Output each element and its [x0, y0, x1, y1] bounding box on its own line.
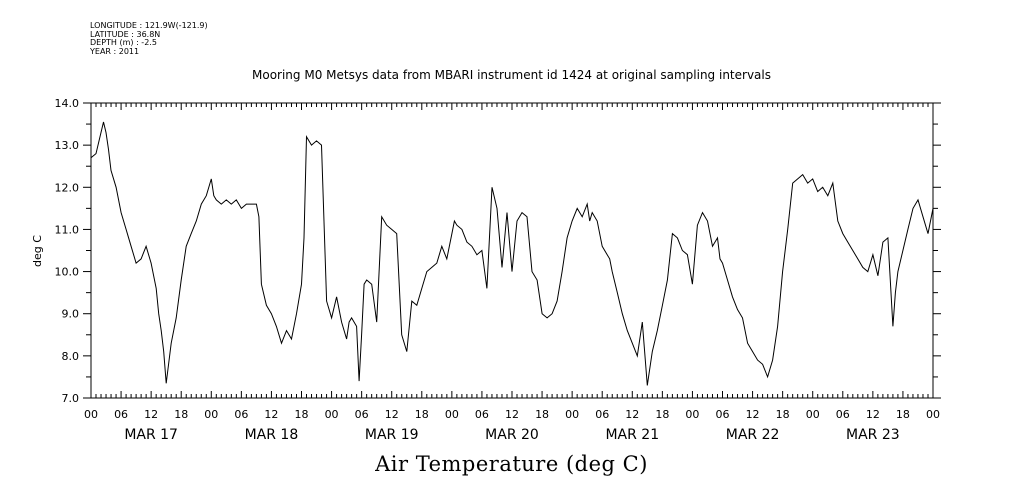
x-tick-label: 18 [174, 408, 188, 421]
y-tick-label: 13.0 [55, 139, 80, 152]
x-tick-label: 12 [264, 408, 278, 421]
latitude-text: LATITUDE : 36.8N [90, 29, 161, 39]
x-tick-label: 18 [776, 408, 790, 421]
y-axis-label: deg C [31, 235, 44, 267]
day-label: MAR 18 [245, 427, 299, 443]
air-temperature-line [90, 121, 934, 386]
x-tick-label: 00 [445, 408, 459, 421]
x-tick-labels: 00 06 12 18 00 06 12 18 00 06 12 18 00 06 12 18 00 06 12 18… [84, 408, 940, 421]
x-tick-label: 12 [144, 408, 158, 421]
x-tick-label: 12 [746, 408, 760, 421]
y-tick-label: 7.0 [62, 392, 80, 405]
x-tick-label: 00 [325, 408, 339, 421]
day-label: MAR 17 [124, 427, 178, 443]
x-tick-label: 18 [896, 408, 910, 421]
x-tick-label: 00 [84, 408, 98, 421]
x-tick-label: 06 [595, 408, 609, 421]
day-label: MAR 21 [605, 427, 659, 443]
x-tick-label: 00 [204, 408, 218, 421]
y-tick-label: 14.0 [55, 97, 80, 110]
day-label: MAR 20 [485, 427, 539, 443]
axis-ticks [83, 102, 941, 399]
x-tick-label: 06 [716, 408, 730, 421]
y-tick-label: 10.0 [55, 266, 80, 279]
x-tick-label: 18 [415, 408, 429, 421]
chart-title: Mooring M0 Metsys data from MBARI instru… [252, 68, 771, 82]
x-tick-label: 18 [295, 408, 309, 421]
x-tick-label: 12 [866, 408, 880, 421]
x-axis-label: Air Temperature (deg C) [375, 452, 648, 476]
x-tick-label: 00 [685, 408, 699, 421]
day-labels: MAR 17 MAR 18 MAR 19 MAR 20 MAR 21 MAR 22 MAR … [124, 427, 899, 443]
depth-text: DEPTH (m) : -2.5 [90, 38, 157, 47]
y-tick-label: 8.0 [62, 350, 80, 363]
x-tick-label: 06 [114, 408, 128, 421]
y-tick-label: 9.0 [62, 308, 80, 321]
day-label: MAR 22 [726, 427, 780, 443]
station-metadata: LONGITUDE : 121.9W(-121.9) LATITUDE : 36.… [90, 21, 208, 56]
year-text: YEAR : 2011 [90, 46, 140, 56]
plot-frame [90, 102, 934, 399]
x-tick-label: 00 [926, 408, 940, 421]
y-tick-labels: 7.0 8.0 9.0 10.0 11.0 12.0 13.0 14.0 [55, 97, 80, 405]
x-tick-label: 12 [385, 408, 399, 421]
x-tick-label: 18 [655, 408, 669, 421]
x-tick-label: 06 [836, 408, 850, 421]
day-label: MAR 23 [846, 427, 900, 443]
y-tick-label: 11.0 [55, 223, 80, 236]
x-tick-label: 06 [355, 408, 369, 421]
x-tick-label: 06 [234, 408, 248, 421]
y-tick-label: 12.0 [55, 181, 80, 194]
x-tick-label: 12 [625, 408, 639, 421]
x-tick-label: 18 [535, 408, 549, 421]
x-tick-label: 00 [565, 408, 579, 421]
x-tick-label: 00 [806, 408, 820, 421]
day-label: MAR 19 [365, 427, 419, 443]
longitude-text: LONGITUDE : 121.9W(-121.9) [90, 21, 208, 30]
x-tick-label: 06 [475, 408, 489, 421]
x-tick-label: 12 [505, 408, 519, 421]
